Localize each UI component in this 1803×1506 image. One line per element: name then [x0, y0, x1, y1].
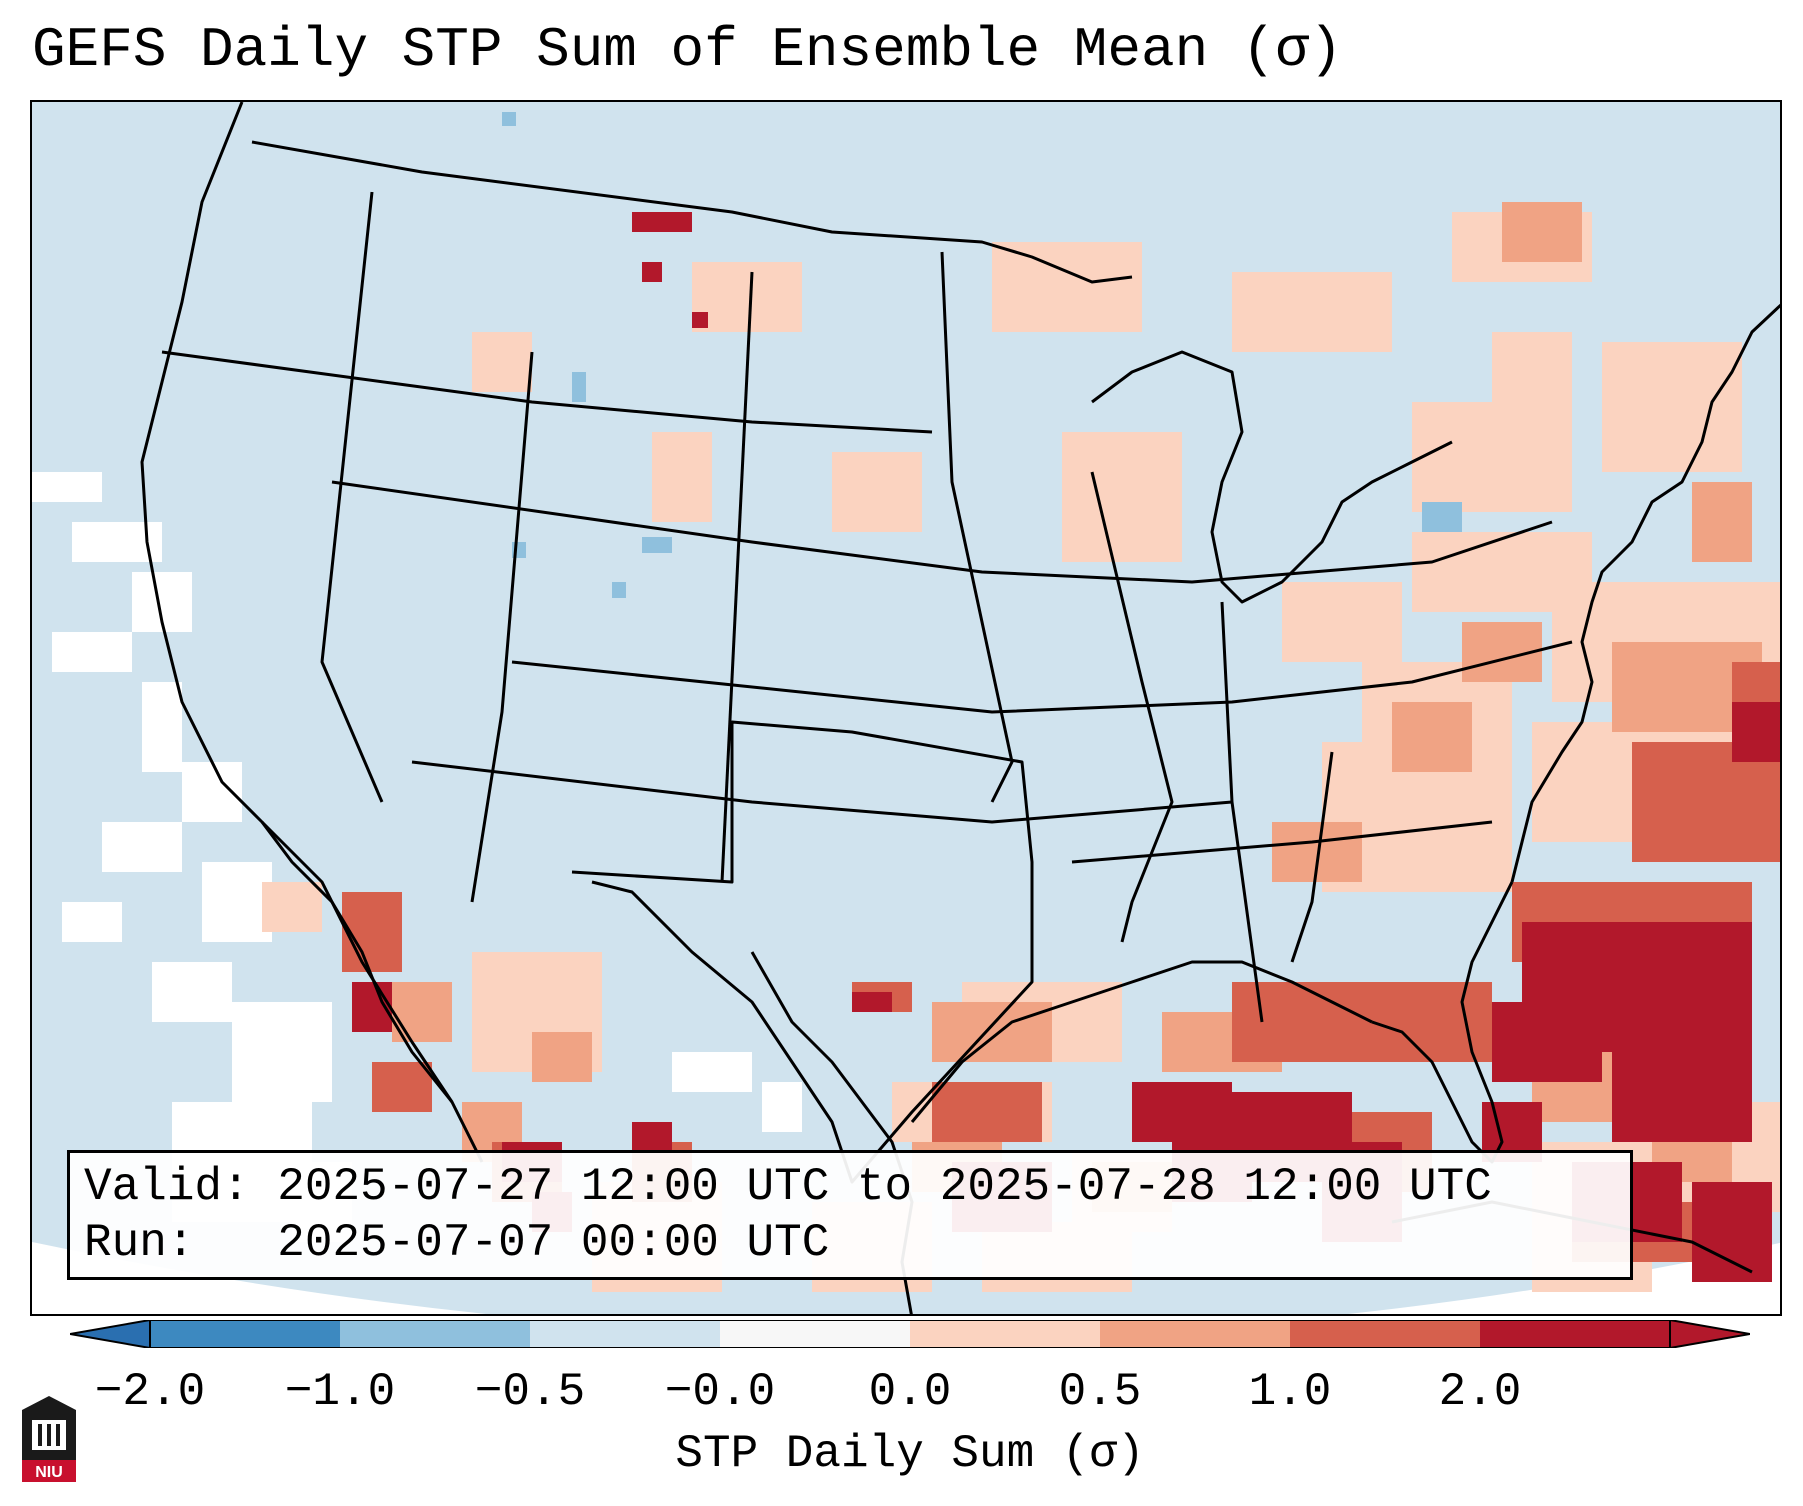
valid-run-info-box: Valid: 2025-07-27 12:00 UTC to 2025-07-2… — [67, 1150, 1633, 1280]
colorbar-label: STP Daily Sum (σ) — [675, 1428, 1145, 1480]
colorbar-tick-label: 0.0 — [868, 1366, 952, 1418]
anomaly-negative — [502, 112, 1462, 598]
colorbar-bin — [1480, 1320, 1671, 1348]
state-line-plains-w — [720, 271, 754, 883]
pacific-coastline — [140, 102, 484, 1163]
logo-text: NIU — [35, 1464, 63, 1481]
colorbar-tick-label: −2.0 — [94, 1366, 206, 1418]
parallel-5 — [1071, 820, 1493, 864]
map-panel — [30, 100, 1782, 1316]
colorbar-tick-label: 2.0 — [1438, 1366, 1522, 1418]
colorbar-extend-high — [1669, 1320, 1750, 1348]
colorbar-tick-label: −0.0 — [664, 1366, 776, 1418]
niu-logo-icon: NIU — [22, 1396, 76, 1482]
colorbar-extend-low — [70, 1320, 151, 1348]
valid-time-line: Valid: 2025-07-27 12:00 UTC to 2025-07-2… — [84, 1161, 1492, 1213]
colorbar-outline — [149, 1320, 1671, 1348]
colorbar-tick-label: 0.5 — [1058, 1366, 1142, 1418]
colorbar-bins — [150, 1320, 1671, 1348]
parallel-3 — [511, 640, 1573, 714]
atlantic-coastline — [1510, 303, 1780, 883]
colorbar-bin — [910, 1320, 1101, 1348]
colorbar-bin — [340, 1320, 531, 1348]
state-line-west — [320, 191, 384, 803]
mexico-coastline-pacific — [260, 820, 454, 1103]
great-lakes — [1091, 350, 1453, 604]
us-canada-border — [251, 140, 1133, 284]
colorbar-bin — [1100, 1320, 1291, 1348]
colorbar-bin — [720, 1320, 911, 1348]
colorbar-tick-label: 1.0 — [1248, 1366, 1332, 1418]
run-time-line: Run: 2025-07-07 00:00 UTC — [84, 1217, 830, 1269]
state-line-appalachian — [1290, 751, 1334, 963]
texas-outline — [571, 720, 1034, 1184]
colorbar — [70, 1320, 1750, 1348]
colorbar-tick-label: −0.5 — [474, 1366, 586, 1418]
state-line-ms-river — [1090, 471, 1174, 943]
colorbar-bin — [1290, 1320, 1481, 1348]
map-svg — [32, 102, 1780, 1314]
parallel-2 — [331, 480, 1553, 584]
colorbar-tick-label: −1.0 — [284, 1366, 396, 1418]
state-line-plains-e — [940, 251, 1014, 803]
state-line-rockies — [470, 351, 534, 903]
parallel-4 — [411, 760, 1233, 824]
parallel-1 — [161, 350, 933, 434]
gulf-coast-north — [910, 960, 1373, 1123]
colorbar-bin — [530, 1320, 721, 1348]
colorbar-bin — [150, 1320, 341, 1348]
chart-title: GEFS Daily STP Sum of Ensemble Mean (σ) — [32, 18, 1343, 82]
florida-peninsula — [1371, 881, 1514, 1164]
